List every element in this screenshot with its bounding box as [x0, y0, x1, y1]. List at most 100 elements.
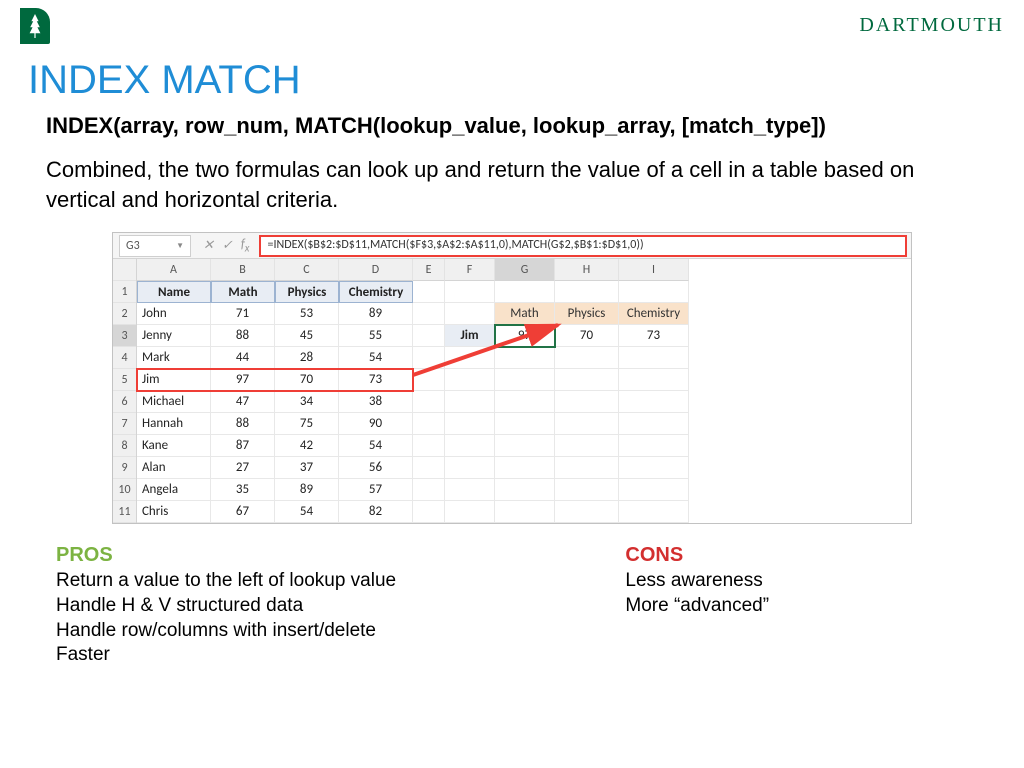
cell[interactable] [413, 501, 445, 523]
cell[interactable] [445, 347, 495, 369]
column-header[interactable]: H [555, 259, 619, 281]
cell[interactable] [619, 391, 689, 413]
cell[interactable]: Jenny [137, 325, 211, 347]
formula-text[interactable]: =INDEX($B$2:$D$11,MATCH($F$3,$A$2:$A$11,… [259, 235, 907, 257]
cell[interactable]: 38 [339, 391, 413, 413]
cell[interactable]: 44 [211, 347, 275, 369]
cell[interactable]: 28 [275, 347, 339, 369]
cancel-icon[interactable]: ✕ [203, 238, 214, 253]
cell[interactable]: 90 [339, 413, 413, 435]
cell[interactable]: 97 [211, 369, 275, 391]
cell[interactable]: 88 [211, 325, 275, 347]
cell[interactable] [555, 369, 619, 391]
cell[interactable]: 87 [211, 435, 275, 457]
fx-icon[interactable]: fx [241, 237, 250, 255]
cell[interactable]: 54 [339, 347, 413, 369]
cell[interactable] [495, 391, 555, 413]
cell[interactable]: 53 [275, 303, 339, 325]
cell[interactable] [445, 413, 495, 435]
cell[interactable]: 71 [211, 303, 275, 325]
row-header[interactable]: 3 [113, 325, 136, 347]
cell[interactable]: Physics [275, 281, 339, 303]
cell[interactable]: Math [211, 281, 275, 303]
cell[interactable] [495, 369, 555, 391]
cell[interactable] [555, 391, 619, 413]
cell[interactable]: 55 [339, 325, 413, 347]
column-header[interactable]: C [275, 259, 339, 281]
cell[interactable]: Hannah [137, 413, 211, 435]
column-header[interactable]: G [495, 259, 555, 281]
cell[interactable] [495, 501, 555, 523]
row-header[interactable]: 7 [113, 413, 136, 435]
cell[interactable]: Mark [137, 347, 211, 369]
cell[interactable]: 89 [339, 303, 413, 325]
cell[interactable] [619, 501, 689, 523]
cell[interactable] [555, 347, 619, 369]
cell[interactable]: 56 [339, 457, 413, 479]
cell[interactable]: 73 [619, 325, 689, 347]
cell[interactable] [445, 501, 495, 523]
column-header[interactable]: F [445, 259, 495, 281]
row-header[interactable]: 10 [113, 479, 136, 501]
cell[interactable] [445, 457, 495, 479]
cell[interactable]: Angela [137, 479, 211, 501]
cell[interactable]: 54 [339, 435, 413, 457]
row-header[interactable]: 1 [113, 281, 136, 303]
cell[interactable] [619, 435, 689, 457]
cell[interactable]: 42 [275, 435, 339, 457]
cell[interactable] [413, 281, 445, 303]
column-header[interactable]: B [211, 259, 275, 281]
cell[interactable]: 27 [211, 457, 275, 479]
cell[interactable]: Math [495, 303, 555, 325]
cell[interactable] [495, 281, 555, 303]
cell[interactable]: 54 [275, 501, 339, 523]
cell[interactable]: 37 [275, 457, 339, 479]
cell[interactable]: 75 [275, 413, 339, 435]
cell[interactable] [413, 303, 445, 325]
cell[interactable] [445, 281, 495, 303]
cell[interactable] [413, 413, 445, 435]
cell[interactable]: 45 [275, 325, 339, 347]
cell[interactable] [495, 479, 555, 501]
cell[interactable] [495, 413, 555, 435]
cell[interactable]: 35 [211, 479, 275, 501]
cell[interactable] [413, 347, 445, 369]
cell[interactable] [413, 325, 445, 347]
cell[interactable]: 70 [275, 369, 339, 391]
cell[interactable] [413, 457, 445, 479]
cell[interactable] [413, 369, 445, 391]
row-header[interactable]: 5 [113, 369, 136, 391]
cell[interactable] [445, 369, 495, 391]
cell[interactable]: Chemistry [339, 281, 413, 303]
cell[interactable] [555, 501, 619, 523]
cell[interactable] [445, 391, 495, 413]
cell[interactable] [619, 369, 689, 391]
row-header[interactable]: 6 [113, 391, 136, 413]
cell[interactable]: 34 [275, 391, 339, 413]
cell[interactable] [413, 479, 445, 501]
cell[interactable]: 97 [495, 325, 555, 347]
cell[interactable] [619, 347, 689, 369]
cell[interactable]: Kane [137, 435, 211, 457]
cell[interactable] [555, 281, 619, 303]
cell[interactable] [555, 413, 619, 435]
cell[interactable] [619, 413, 689, 435]
cell[interactable] [445, 479, 495, 501]
cell[interactable]: Jim [445, 325, 495, 347]
cell[interactable] [555, 435, 619, 457]
cell[interactable] [555, 479, 619, 501]
enter-icon[interactable]: ✓ [222, 238, 233, 253]
cell[interactable]: 70 [555, 325, 619, 347]
row-header[interactable]: 9 [113, 457, 136, 479]
cell[interactable]: Michael [137, 391, 211, 413]
cell[interactable] [413, 391, 445, 413]
cell[interactable] [555, 457, 619, 479]
cell[interactable]: Name [137, 281, 211, 303]
cell[interactable]: Alan [137, 457, 211, 479]
column-header[interactable]: I [619, 259, 689, 281]
column-header[interactable]: D [339, 259, 413, 281]
cell[interactable]: Chris [137, 501, 211, 523]
column-header[interactable]: E [413, 259, 445, 281]
row-header[interactable]: 8 [113, 435, 136, 457]
cell[interactable]: Chemistry [619, 303, 689, 325]
